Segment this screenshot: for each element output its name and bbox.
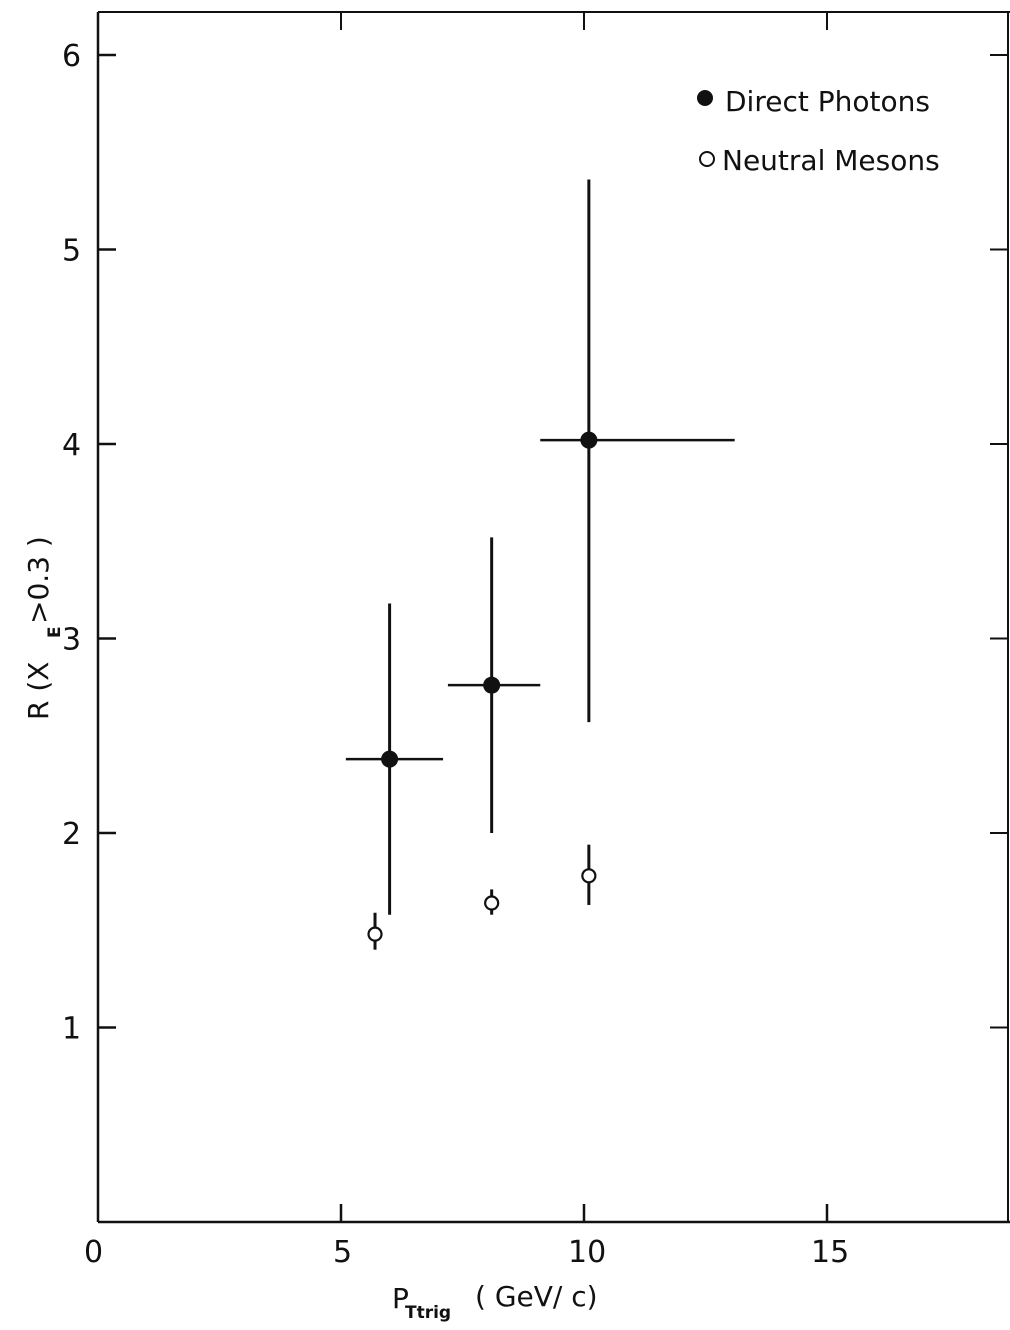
tick-labels: 0 5 10 15 1 2 3 4 5 6 bbox=[62, 39, 849, 1270]
y-tick-label: 4 bbox=[62, 428, 81, 463]
legend: Direct Photons Neutral Mesons bbox=[697, 85, 940, 177]
data-point-direct-photons bbox=[580, 431, 598, 449]
data-point-neutral-mesons bbox=[367, 926, 383, 942]
data-point-neutral-mesons bbox=[484, 895, 500, 911]
y-axis-label-subscript: E bbox=[45, 626, 65, 638]
y-tick-label: 1 bbox=[62, 1012, 81, 1047]
x-tick-label: 5 bbox=[333, 1235, 352, 1270]
y-tick-label: 2 bbox=[62, 817, 81, 852]
y-axis-label: R (X E >0.3 ) bbox=[22, 536, 65, 720]
data-marks bbox=[345, 179, 735, 950]
x-axis-label-main: P bbox=[392, 1282, 409, 1315]
data-point-direct-photons bbox=[483, 676, 501, 694]
y-tick-label: 5 bbox=[62, 234, 81, 269]
data-point-neutral-mesons bbox=[581, 868, 597, 884]
x-tick-label: 10 bbox=[568, 1235, 606, 1270]
x-axis-label-unit: ( GeV/ c) bbox=[475, 1280, 598, 1313]
legend-marker-direct-photons bbox=[697, 90, 713, 106]
x-tick-label: 15 bbox=[811, 1235, 849, 1270]
y-tick-label: 6 bbox=[62, 39, 81, 74]
x-tick-label: 0 bbox=[84, 1235, 103, 1270]
y-axis-label-main: R (X bbox=[22, 662, 55, 720]
y-tick-label: 3 bbox=[62, 623, 81, 658]
legend-label-direct-photons: Direct Photons bbox=[725, 85, 930, 118]
y-axis-label-rest: >0.3 ) bbox=[22, 536, 55, 624]
legend-marker-neutral-mesons bbox=[699, 151, 715, 167]
data-point-direct-photons bbox=[381, 750, 399, 768]
x-axis-label-subscript: Ttrig bbox=[405, 1303, 451, 1323]
x-axis-label: P Ttrig ( GeV/ c) bbox=[392, 1280, 598, 1323]
ticks bbox=[98, 12, 1008, 1222]
legend-label-neutral-mesons: Neutral Mesons bbox=[722, 144, 940, 177]
